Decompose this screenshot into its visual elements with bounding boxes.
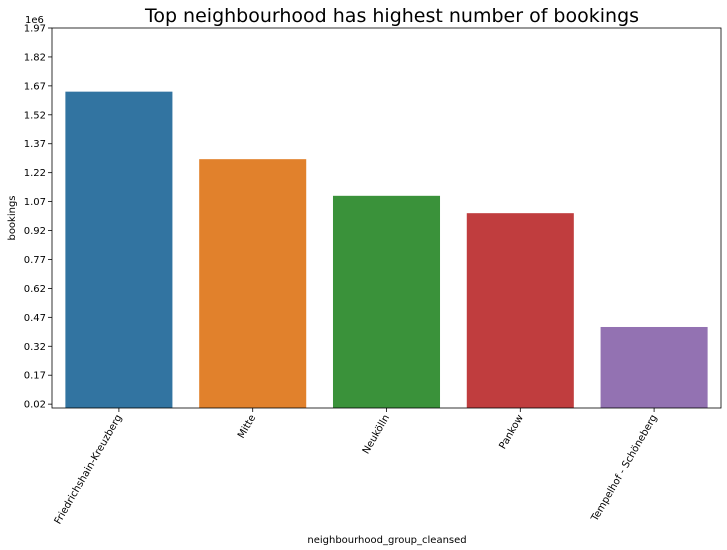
y-tick-label-11: 1.67 bbox=[24, 81, 46, 92]
y-tick-label-6: 0.92 bbox=[24, 226, 46, 237]
x-axis-label: neighbourhood_group_cleansed bbox=[307, 535, 466, 546]
bar-4 bbox=[600, 326, 708, 408]
x-tick-label-1: Mitte bbox=[236, 413, 258, 441]
bar-1 bbox=[199, 159, 307, 408]
plot-area-frame bbox=[51, 27, 722, 409]
y-tick-label-1: 0.17 bbox=[24, 371, 46, 382]
bars-group bbox=[65, 91, 708, 409]
y-axis-label: bookings bbox=[7, 195, 18, 240]
y-tick-label-2: 0.32 bbox=[24, 342, 46, 353]
y-axis: 0.02 0.17 0.32 0.47 0.62 0.77 0.92 1.07 1.22 1.37… bbox=[24, 24, 52, 411]
x-tick-label-0: Friedrichshain-Kreuzberg bbox=[53, 413, 125, 526]
x-tick-label-3: Pankow bbox=[497, 413, 525, 451]
y-axis-scale-label: 1e6 bbox=[25, 15, 44, 26]
bar-2 bbox=[332, 195, 441, 408]
chart-title: Top neighbourhood has highest number of … bbox=[144, 5, 639, 27]
y-tick-label-3: 0.47 bbox=[24, 313, 46, 324]
y-tick-label-13: 1.97 bbox=[24, 24, 46, 35]
x-tick-label-2: Neukölln bbox=[361, 413, 392, 456]
bar-0 bbox=[65, 91, 173, 409]
y-tick-label-4: 0.62 bbox=[24, 284, 46, 295]
y-tick-label-12: 1.82 bbox=[24, 52, 46, 63]
x-axis: Friedrichshain-Kreuzberg Mitte Neukölln Pan… bbox=[53, 408, 660, 526]
y-tick-label-8: 1.22 bbox=[24, 168, 46, 179]
y-tick-label-5: 0.77 bbox=[24, 255, 46, 266]
y-tick-label-10: 1.52 bbox=[24, 110, 46, 121]
y-tick-label-9: 1.37 bbox=[24, 139, 46, 150]
x-tick-label-4: Tempelhof - Schöneberg bbox=[589, 413, 660, 524]
y-tick-label-0: 0.02 bbox=[24, 400, 46, 411]
y-tick-label-7: 1.07 bbox=[24, 197, 46, 208]
bar-3 bbox=[466, 213, 574, 408]
